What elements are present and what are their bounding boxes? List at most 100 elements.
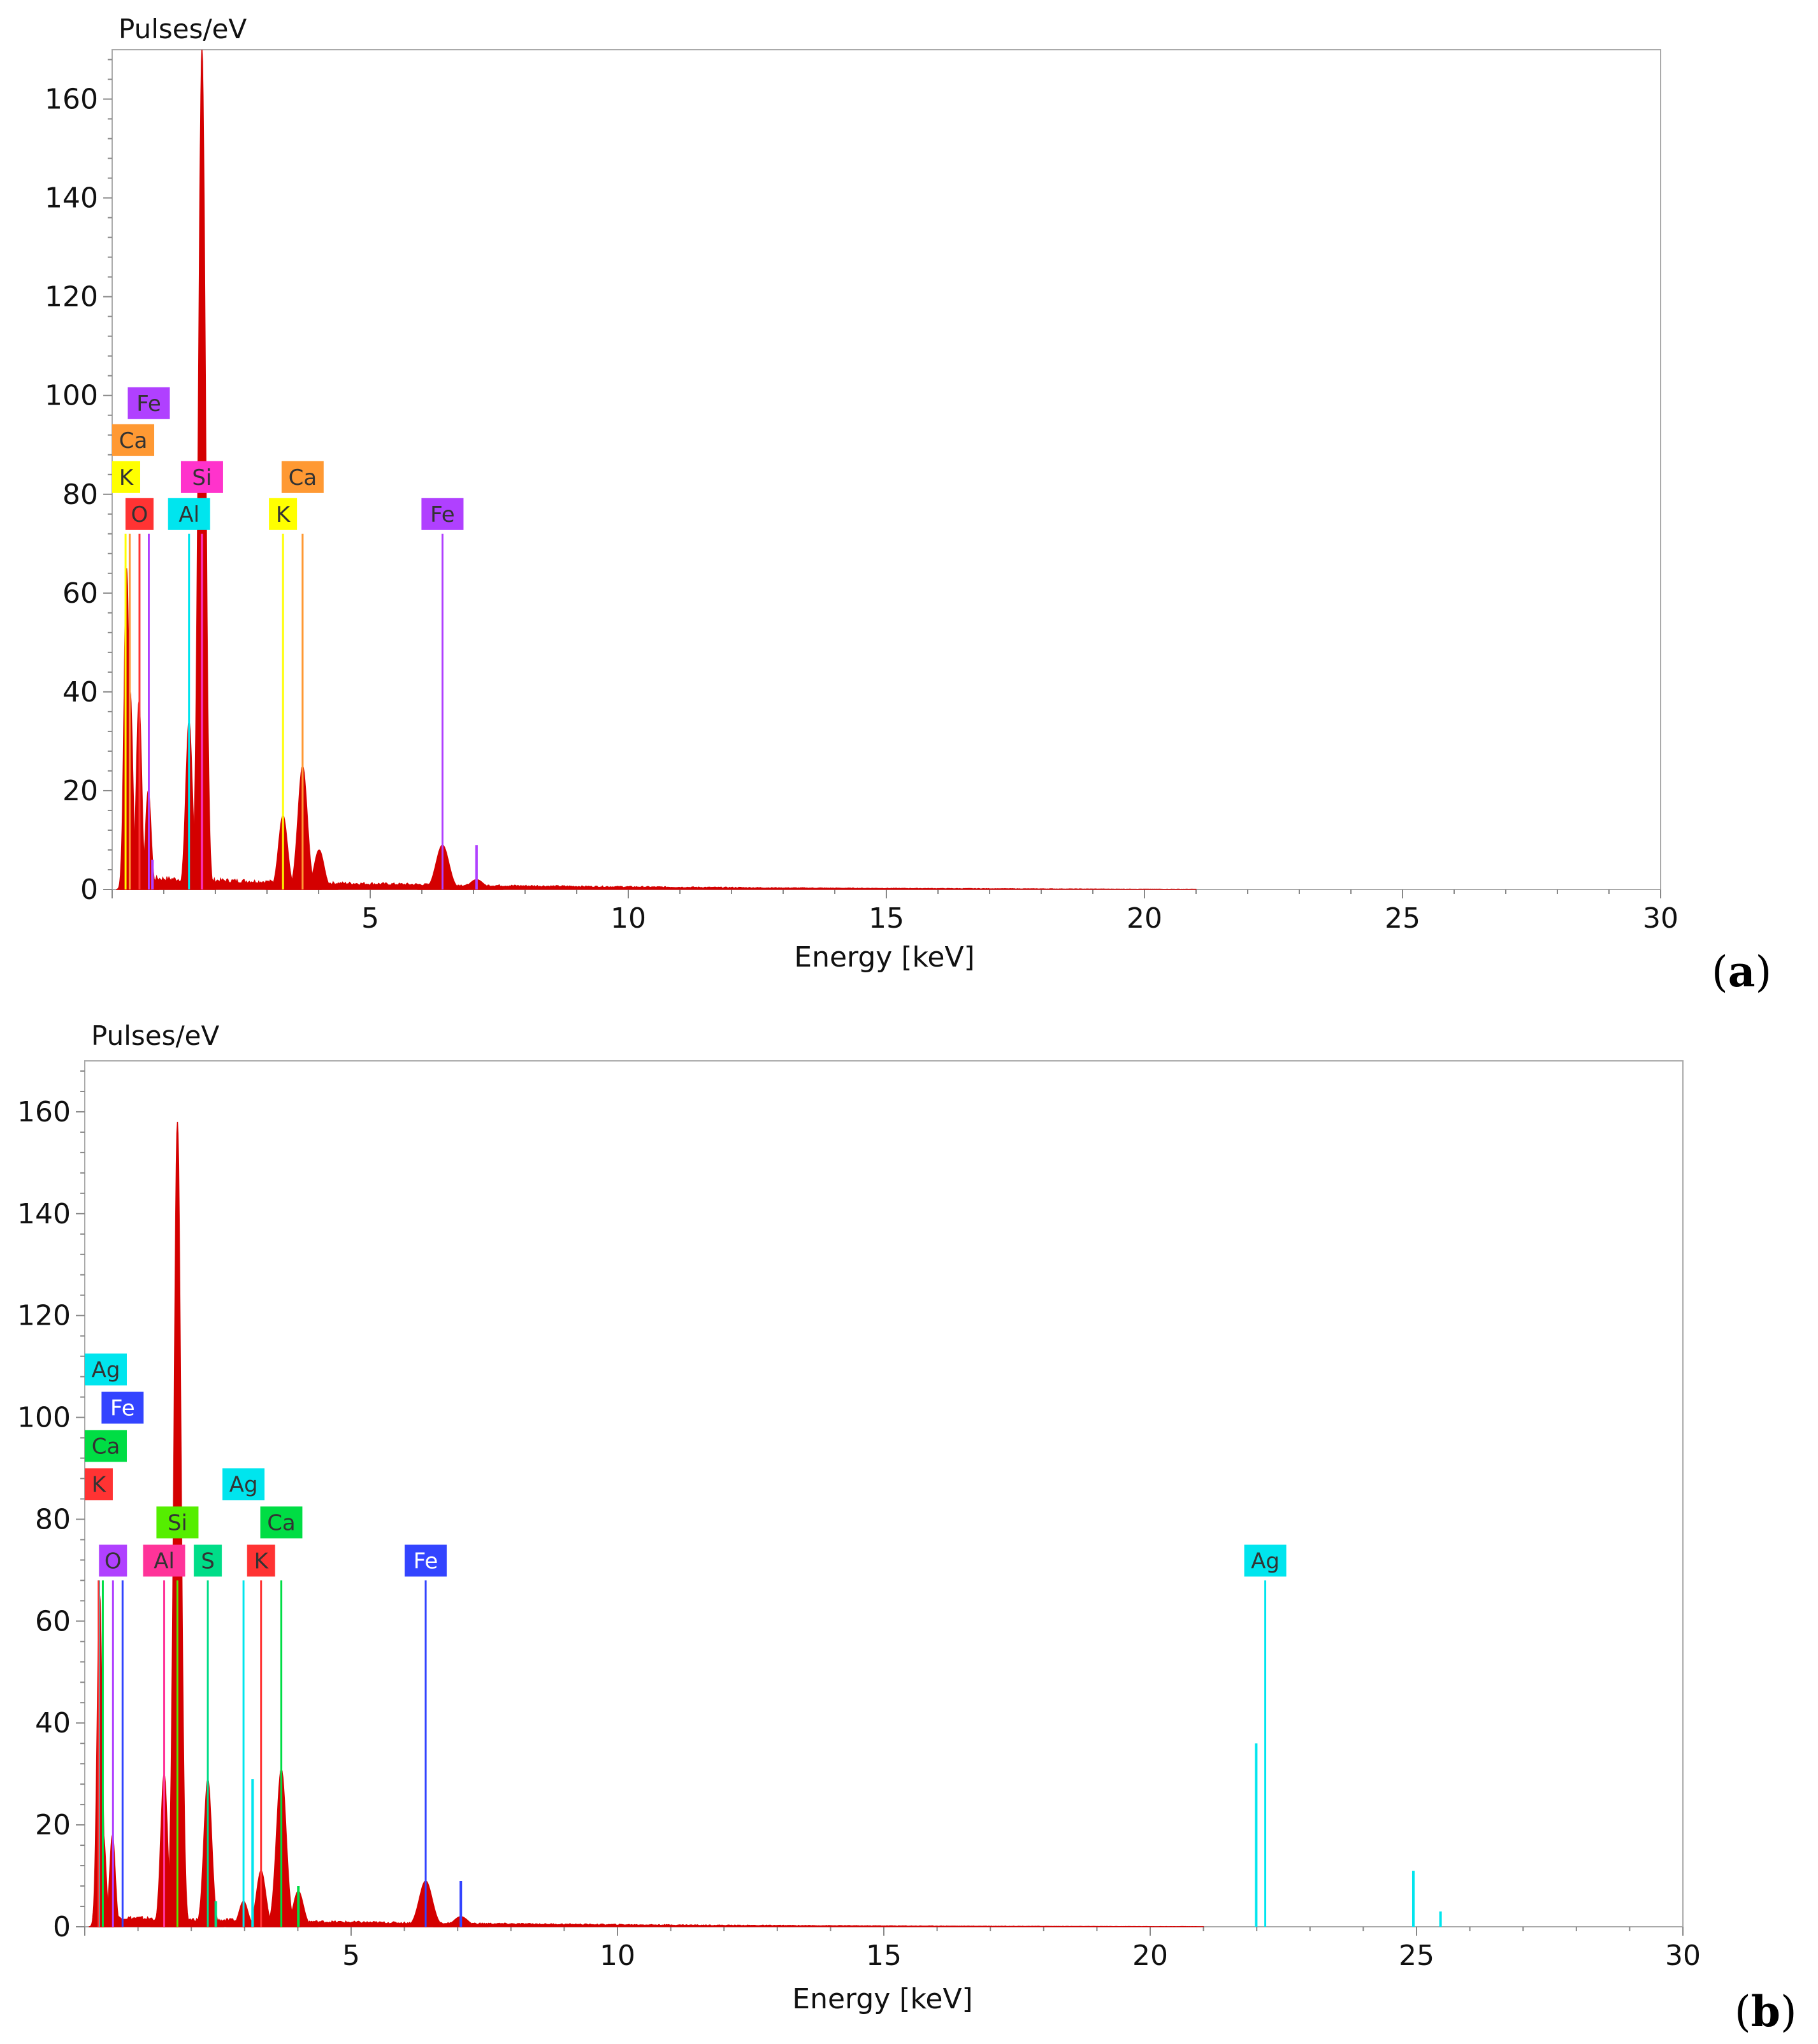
x-tick-label: 25 xyxy=(1385,902,1420,935)
element-label-text: K xyxy=(92,1472,107,1497)
x-tick-label: 5 xyxy=(342,1940,360,1972)
y-tick-label: 120 xyxy=(17,1300,71,1332)
y-tick-label: 20 xyxy=(35,1809,71,1841)
x-tick-label: 20 xyxy=(1132,1940,1168,1972)
element-label-text: Ca xyxy=(119,428,148,454)
element-label-box xyxy=(180,461,223,493)
element-label-text: O xyxy=(131,502,148,528)
y-axis-title: Pulses/eV xyxy=(119,13,247,45)
element-label-box xyxy=(101,1392,144,1424)
element-label-box xyxy=(99,1544,127,1577)
element-label-box xyxy=(260,1506,303,1539)
element-label-box xyxy=(247,1544,275,1577)
element-label-box xyxy=(85,1468,113,1501)
element-label-al: Al xyxy=(168,498,210,530)
x-axis-title: Energy [keV] xyxy=(792,1983,972,2015)
element-label-text: Fe xyxy=(430,502,455,528)
element-label-box xyxy=(281,461,324,493)
panel-label: (a) xyxy=(1712,947,1771,997)
element-label-text: Ag xyxy=(92,1357,120,1383)
x-tick-label: 30 xyxy=(1643,902,1678,935)
y-tick-label: 20 xyxy=(62,775,98,807)
element-label-text: Fe xyxy=(414,1548,438,1574)
element-label-k: K xyxy=(247,1544,275,1577)
eds-spectrum-chart-a: Pulses/eV Energy [keV] (a) 0 20 40 60 80 100 1… xyxy=(45,13,1771,997)
element-label-fe: Fe xyxy=(421,498,464,530)
element-label-ag: Ag xyxy=(85,1353,127,1386)
x-tick-label: 20 xyxy=(1127,902,1162,935)
element-label-si: Si xyxy=(156,1506,199,1539)
element-label-al: Al xyxy=(143,1544,185,1577)
element-label-text: Fe xyxy=(136,391,161,417)
element-label-box xyxy=(85,1430,127,1462)
element-label-s: S xyxy=(194,1544,222,1577)
eds-spectrum-chart-b: Pulses/eV Energy [keV] (b) 0 20 40 60 80 100 1… xyxy=(17,1020,1797,2036)
element-label-box xyxy=(112,461,140,493)
element-label-o: O xyxy=(125,498,154,530)
element-label-text: Ca xyxy=(267,1510,296,1536)
element-label-box xyxy=(1244,1544,1287,1577)
spectrum-peak xyxy=(152,879,176,890)
element-label-text: Ag xyxy=(229,1472,258,1497)
x-tick-label: 30 xyxy=(1665,1940,1701,1972)
element-label-box xyxy=(112,424,154,456)
element-label-o: O xyxy=(99,1544,127,1577)
element-label-text: Ca xyxy=(289,465,317,491)
y-tick-label: 60 xyxy=(35,1605,71,1637)
element-label-ca: Ca xyxy=(281,461,324,493)
element-label-k: K xyxy=(85,1468,113,1501)
y-tick-label: 80 xyxy=(35,1503,71,1536)
element-label-box xyxy=(127,387,170,419)
element-label-fe: Fe xyxy=(127,387,170,419)
y-tick-label: 60 xyxy=(62,577,98,610)
element-label-text: Ca xyxy=(92,1434,120,1459)
element-label-box xyxy=(125,498,154,530)
element-label-ca: Ca xyxy=(260,1506,303,1539)
x-tick-label: 25 xyxy=(1399,1940,1434,1972)
element-label-text: K xyxy=(254,1548,270,1574)
y-tick-label: 100 xyxy=(17,1402,71,1434)
element-label-box xyxy=(269,498,298,530)
y-tick-label: 140 xyxy=(17,1198,71,1230)
element-label-fe: Fe xyxy=(101,1392,144,1424)
element-label-text: Al xyxy=(154,1548,175,1574)
plot-frame xyxy=(84,1060,1684,1927)
x-tick-label: 15 xyxy=(866,1940,902,1972)
y-tick-label: 0 xyxy=(80,874,98,906)
element-label-ca: Ca xyxy=(85,1430,127,1462)
element-label-text: K xyxy=(276,502,291,528)
x-tick-label: 10 xyxy=(610,902,646,935)
element-label-text: Al xyxy=(178,502,199,528)
element-label-box xyxy=(156,1506,199,1539)
element-label-text: Fe xyxy=(110,1395,135,1421)
element-label-k: K xyxy=(112,461,140,493)
spectrum-peak xyxy=(299,849,338,890)
element-label-text: K xyxy=(119,465,134,491)
element-label-text: Ag xyxy=(1251,1548,1280,1574)
element-label-text: S xyxy=(201,1548,215,1574)
spectrum-panel-a: Pulses/eV Energy [keV] (a) 0 20 40 60 80 100 1… xyxy=(0,0,1818,1007)
y-tick-label: 100 xyxy=(45,380,98,412)
element-label-k: K xyxy=(269,498,298,530)
element-label-ag: Ag xyxy=(222,1468,265,1501)
y-tick-label: 0 xyxy=(53,1911,71,1943)
y-tick-label: 140 xyxy=(45,182,98,215)
element-label-box xyxy=(405,1544,447,1577)
x-tick-label: 15 xyxy=(869,902,904,935)
y-tick-label: 160 xyxy=(45,83,98,116)
element-label-fe: Fe xyxy=(405,1544,447,1577)
element-label-text: Si xyxy=(192,465,212,491)
y-tick-label: 120 xyxy=(45,281,98,313)
element-label-box xyxy=(194,1544,222,1577)
element-label-text: Si xyxy=(168,1510,187,1536)
x-tick-label: 10 xyxy=(600,1940,635,1972)
element-label-si: Si xyxy=(180,461,223,493)
element-label-box xyxy=(421,498,464,530)
element-label-box xyxy=(85,1353,127,1386)
element-label-ca: Ca xyxy=(112,424,154,456)
x-axis-title: Energy [keV] xyxy=(794,941,974,974)
y-tick-label: 160 xyxy=(17,1096,71,1128)
element-label-ag: Ag xyxy=(1244,1544,1287,1577)
y-tick-label: 40 xyxy=(35,1707,71,1739)
panel-label: (b) xyxy=(1735,1987,1797,2036)
